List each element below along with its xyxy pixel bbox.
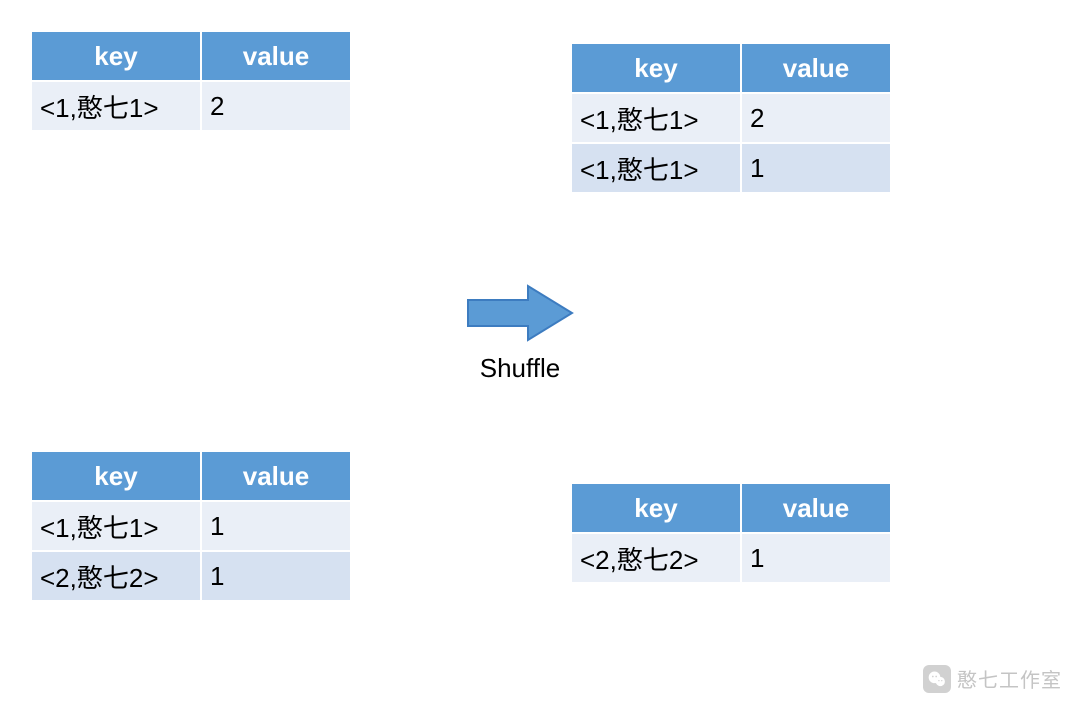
table-header-row: key value [571,483,891,533]
table-top-left: key value <1,憨七1> 2 [30,30,352,132]
watermark-text: 憨七工作室 [957,664,1062,693]
cell-key: <2,憨七2> [571,533,741,583]
wechat-icon [923,665,951,693]
cell-value: 2 [201,81,351,131]
cell-key: <1,憨七1> [571,93,741,143]
shuffle-arrow-block: Shuffle [466,284,574,384]
table-row: <1,憨七1> 2 [31,81,351,131]
col-value-header: value [201,451,351,501]
table-row: <1,憨七1> 2 [571,93,891,143]
cell-value: 1 [741,143,891,193]
col-value-header: value [201,31,351,81]
table-header-row: key value [31,451,351,501]
table-top-right: key value <1,憨七1> 2 <1,憨七1> 1 [570,42,892,194]
table-row: <2,憨七2> 1 [571,533,891,583]
cell-key: <2,憨七2> [31,551,201,601]
cell-key: <1,憨七1> [31,81,201,131]
cell-value: 1 [741,533,891,583]
table-header-row: key value [31,31,351,81]
cell-value: 1 [201,551,351,601]
table-bottom-right: key value <2,憨七2> 1 [570,482,892,584]
cell-key: <1,憨七1> [31,501,201,551]
watermark: 憨七工作室 [923,664,1062,693]
col-key-header: key [31,31,201,81]
table-row: <2,憨七2> 1 [31,551,351,601]
col-value-header: value [741,483,891,533]
col-value-header: value [741,43,891,93]
col-key-header: key [571,483,741,533]
table-header-row: key value [571,43,891,93]
table-row: <1,憨七1> 1 [571,143,891,193]
arrow-right-icon [466,284,574,342]
table-bottom-left: key value <1,憨七1> 1 <2,憨七2> 1 [30,450,352,602]
table-row: <1,憨七1> 1 [31,501,351,551]
shuffle-label: Shuffle [466,353,574,384]
col-key-header: key [571,43,741,93]
cell-key: <1,憨七1> [571,143,741,193]
col-key-header: key [31,451,201,501]
cell-value: 2 [741,93,891,143]
cell-value: 1 [201,501,351,551]
